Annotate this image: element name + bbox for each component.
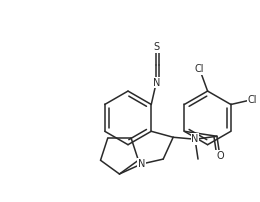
Text: O: O bbox=[216, 151, 224, 161]
Text: N: N bbox=[138, 159, 145, 169]
Text: N: N bbox=[153, 78, 160, 88]
Text: N: N bbox=[138, 159, 145, 169]
Text: N: N bbox=[191, 134, 199, 144]
Text: S: S bbox=[153, 42, 159, 52]
Text: Cl: Cl bbox=[248, 95, 257, 104]
Text: Cl: Cl bbox=[195, 64, 204, 74]
